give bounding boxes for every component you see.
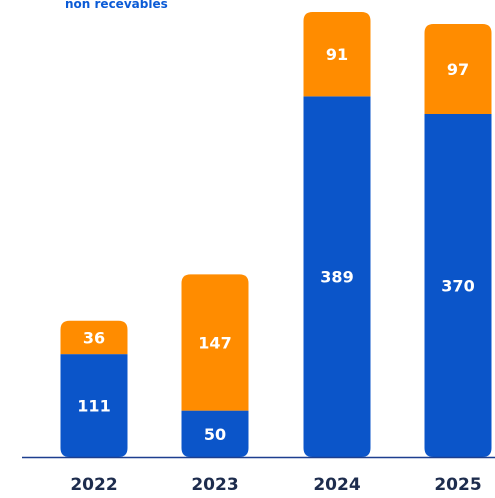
bar-2025-base: [424, 113, 492, 458]
data-label-2024-non-recevables: 91: [326, 45, 348, 64]
data-label-2025-base: 370: [441, 276, 474, 295]
bar-2025-non-recevables: [424, 24, 492, 114]
data-label-2022-non-recevables: 36: [83, 328, 105, 347]
bar-2022-non-recevables: [60, 320, 128, 355]
x-tick-label-2025: 2025: [434, 475, 481, 495]
bar-2024-non-recevables: [303, 12, 371, 97]
x-tick-label-2024: 2024: [313, 475, 360, 495]
data-label-2024-base: 389: [320, 268, 353, 287]
legend-label-non-recevables: non recevables: [65, 0, 168, 11]
bar-2023-non-recevables: [181, 274, 249, 411]
bar-2022-base: [60, 354, 128, 457]
data-label-2022-base: 111: [77, 397, 110, 416]
x-tick-label-2022: 2022: [70, 475, 117, 495]
bar-2023-base: [181, 410, 249, 457]
bar-2024-base: [303, 96, 371, 457]
x-tick-label-2023: 2023: [191, 475, 238, 495]
data-label-2025-non-recevables: 97: [447, 60, 469, 79]
data-label-2023-base: 50: [204, 425, 226, 444]
data-label-2023-non-recevables: 147: [198, 334, 231, 353]
